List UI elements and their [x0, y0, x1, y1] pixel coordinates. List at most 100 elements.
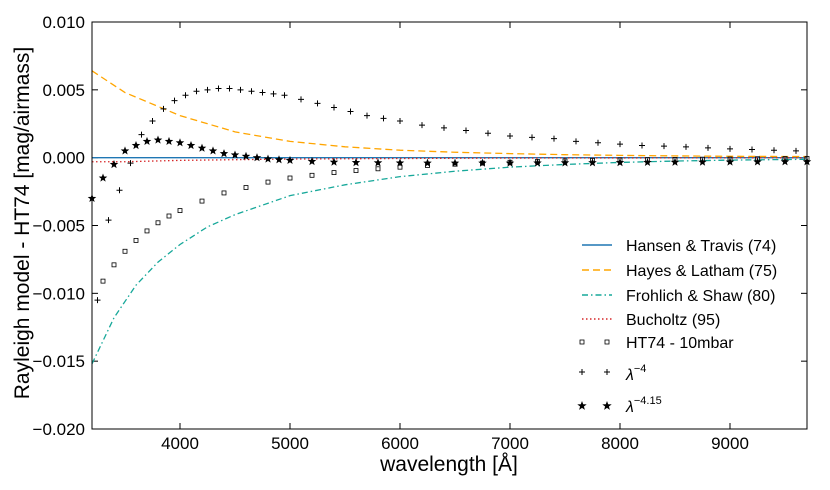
point-ht74-10mbar — [133, 238, 139, 243]
point-lambda-415 — [197, 143, 207, 152]
point-lambda-4 — [281, 92, 288, 99]
series-layer — [87, 70, 812, 365]
point-lambda-415 — [725, 157, 735, 166]
point-ht74-10mbar — [111, 262, 117, 268]
point-lambda-4 — [105, 217, 112, 224]
point-lambda-4 — [270, 90, 277, 97]
point-ht74-10mbar — [177, 208, 183, 213]
legend-marker-ht74-10mbar-2 — [604, 339, 610, 345]
point-lambda-415 — [533, 158, 542, 167]
series-5 — [94, 85, 799, 304]
point-lambda-4 — [94, 297, 101, 304]
y-tick-label: −0.015 — [33, 352, 85, 371]
point-ht74-10mbar — [221, 190, 227, 196]
series-1 — [91, 70, 808, 158]
point-lambda-4 — [419, 122, 425, 129]
point-lambda-415 — [109, 159, 119, 169]
point-lambda-4 — [441, 124, 447, 131]
point-lambda-415 — [670, 157, 680, 166]
point-lambda-4 — [771, 147, 777, 154]
legend-item-ht74-10mbar: HT74 - 10mbar — [579, 335, 734, 352]
series-2 — [91, 158, 808, 365]
point-lambda-4 — [149, 118, 156, 125]
x-axis-label: wavelength [Å] — [379, 453, 518, 476]
point-lambda-4 — [331, 104, 337, 111]
point-lambda-4 — [138, 131, 145, 138]
point-ht74-10mbar — [199, 198, 205, 204]
point-lambda-4 — [793, 147, 799, 154]
point-lambda-4 — [397, 118, 403, 125]
point-lambda-415 — [241, 151, 251, 160]
point-ht74-10mbar — [155, 220, 161, 226]
legend-item-bucholtz: Bucholtz (95) — [582, 312, 720, 329]
point-ht74-10mbar — [331, 170, 337, 175]
point-lambda-415 — [329, 157, 339, 166]
point-lambda-4 — [226, 85, 233, 92]
point-ht74-10mbar — [397, 164, 403, 170]
legend-marker-lambda-415-2 — [602, 401, 612, 410]
point-lambda-4 — [259, 89, 266, 96]
point-lambda-4 — [364, 112, 370, 119]
point-lambda-415 — [230, 150, 240, 159]
legend: Hansen & Travis (74) Hayes & Latham (75)… — [577, 238, 777, 416]
point-ht74-10mbar — [375, 166, 381, 172]
point-lambda-4 — [595, 139, 601, 146]
legend-label-lambda-415: λ−4.15 — [625, 395, 662, 416]
point-lambda-4 — [463, 127, 469, 134]
x-tick-label: 7000 — [491, 434, 529, 453]
point-lambda-415 — [643, 157, 652, 167]
x-tick-label: 6000 — [381, 434, 419, 453]
point-lambda-415 — [698, 157, 707, 166]
legend-item-hansen-travis: Hansen & Travis (74) — [582, 238, 776, 255]
point-lambda-4 — [639, 142, 645, 149]
point-lambda-4 — [551, 135, 557, 142]
legend-label-bucholtz: Bucholtz (95) — [626, 312, 720, 329]
y-tick-label: 0.000 — [42, 149, 85, 168]
point-lambda-415 — [450, 158, 460, 167]
point-lambda-4 — [171, 97, 178, 104]
point-lambda-4 — [237, 86, 244, 93]
legend-label-hayes-latham: Hayes & Latham (75) — [626, 263, 777, 280]
legend-item-hayes-latham: Hayes & Latham (75) — [582, 263, 777, 280]
line-series-3 — [92, 157, 807, 163]
x-tick-label: 9000 — [711, 434, 749, 453]
point-lambda-415 — [131, 140, 141, 150]
point-lambda-415 — [274, 155, 284, 164]
point-lambda-415 — [98, 173, 108, 182]
legend-marker-lambda-4-2 — [604, 369, 610, 375]
point-lambda-415 — [615, 158, 625, 167]
point-ht74-10mbar — [144, 228, 150, 234]
point-lambda-4 — [705, 144, 711, 151]
legend-marker-lambda-4-1 — [579, 369, 585, 375]
legend-label-frohlich-shaw: Frohlich & Shaw (80) — [626, 288, 775, 305]
legend-label-hansen-travis: Hansen & Travis (74) — [626, 238, 776, 255]
point-lambda-415 — [142, 136, 152, 146]
legend-lambda-415-exponent: −4.15 — [634, 395, 662, 407]
ticks-layer: 4000 5000 6000 7000 8000 9000 −0.020 −0.015 −0.0… — [33, 13, 807, 453]
point-lambda-415 — [753, 157, 762, 166]
legend-marker-lambda-415-1 — [577, 401, 587, 410]
point-ht74-10mbar — [100, 278, 106, 284]
point-ht74-10mbar — [166, 213, 172, 219]
y-tick-label: 0.010 — [42, 13, 85, 32]
point-lambda-4 — [347, 108, 354, 115]
point-lambda-415 — [395, 158, 405, 167]
legend-item-frohlich-shaw: Frohlich & Shaw (80) — [582, 288, 775, 305]
plot-frame — [91, 21, 808, 430]
point-lambda-415 — [307, 156, 317, 166]
point-ht74-10mbar — [243, 185, 249, 190]
point-lambda-415 — [351, 158, 361, 167]
point-lambda-415 — [423, 158, 432, 167]
point-lambda-415 — [588, 158, 597, 167]
point-lambda-4 — [529, 134, 535, 141]
y-tick-label: 0.005 — [42, 81, 85, 100]
point-lambda-415 — [219, 149, 229, 158]
point-lambda-415 — [186, 140, 196, 150]
point-ht74-10mbar — [309, 172, 315, 178]
point-lambda-4 — [727, 145, 733, 152]
point-lambda-415 — [478, 158, 487, 167]
point-ht74-10mbar — [287, 175, 293, 181]
point-lambda-4 — [116, 187, 123, 194]
point-lambda-415 — [263, 154, 273, 163]
point-ht74-10mbar — [122, 248, 128, 254]
